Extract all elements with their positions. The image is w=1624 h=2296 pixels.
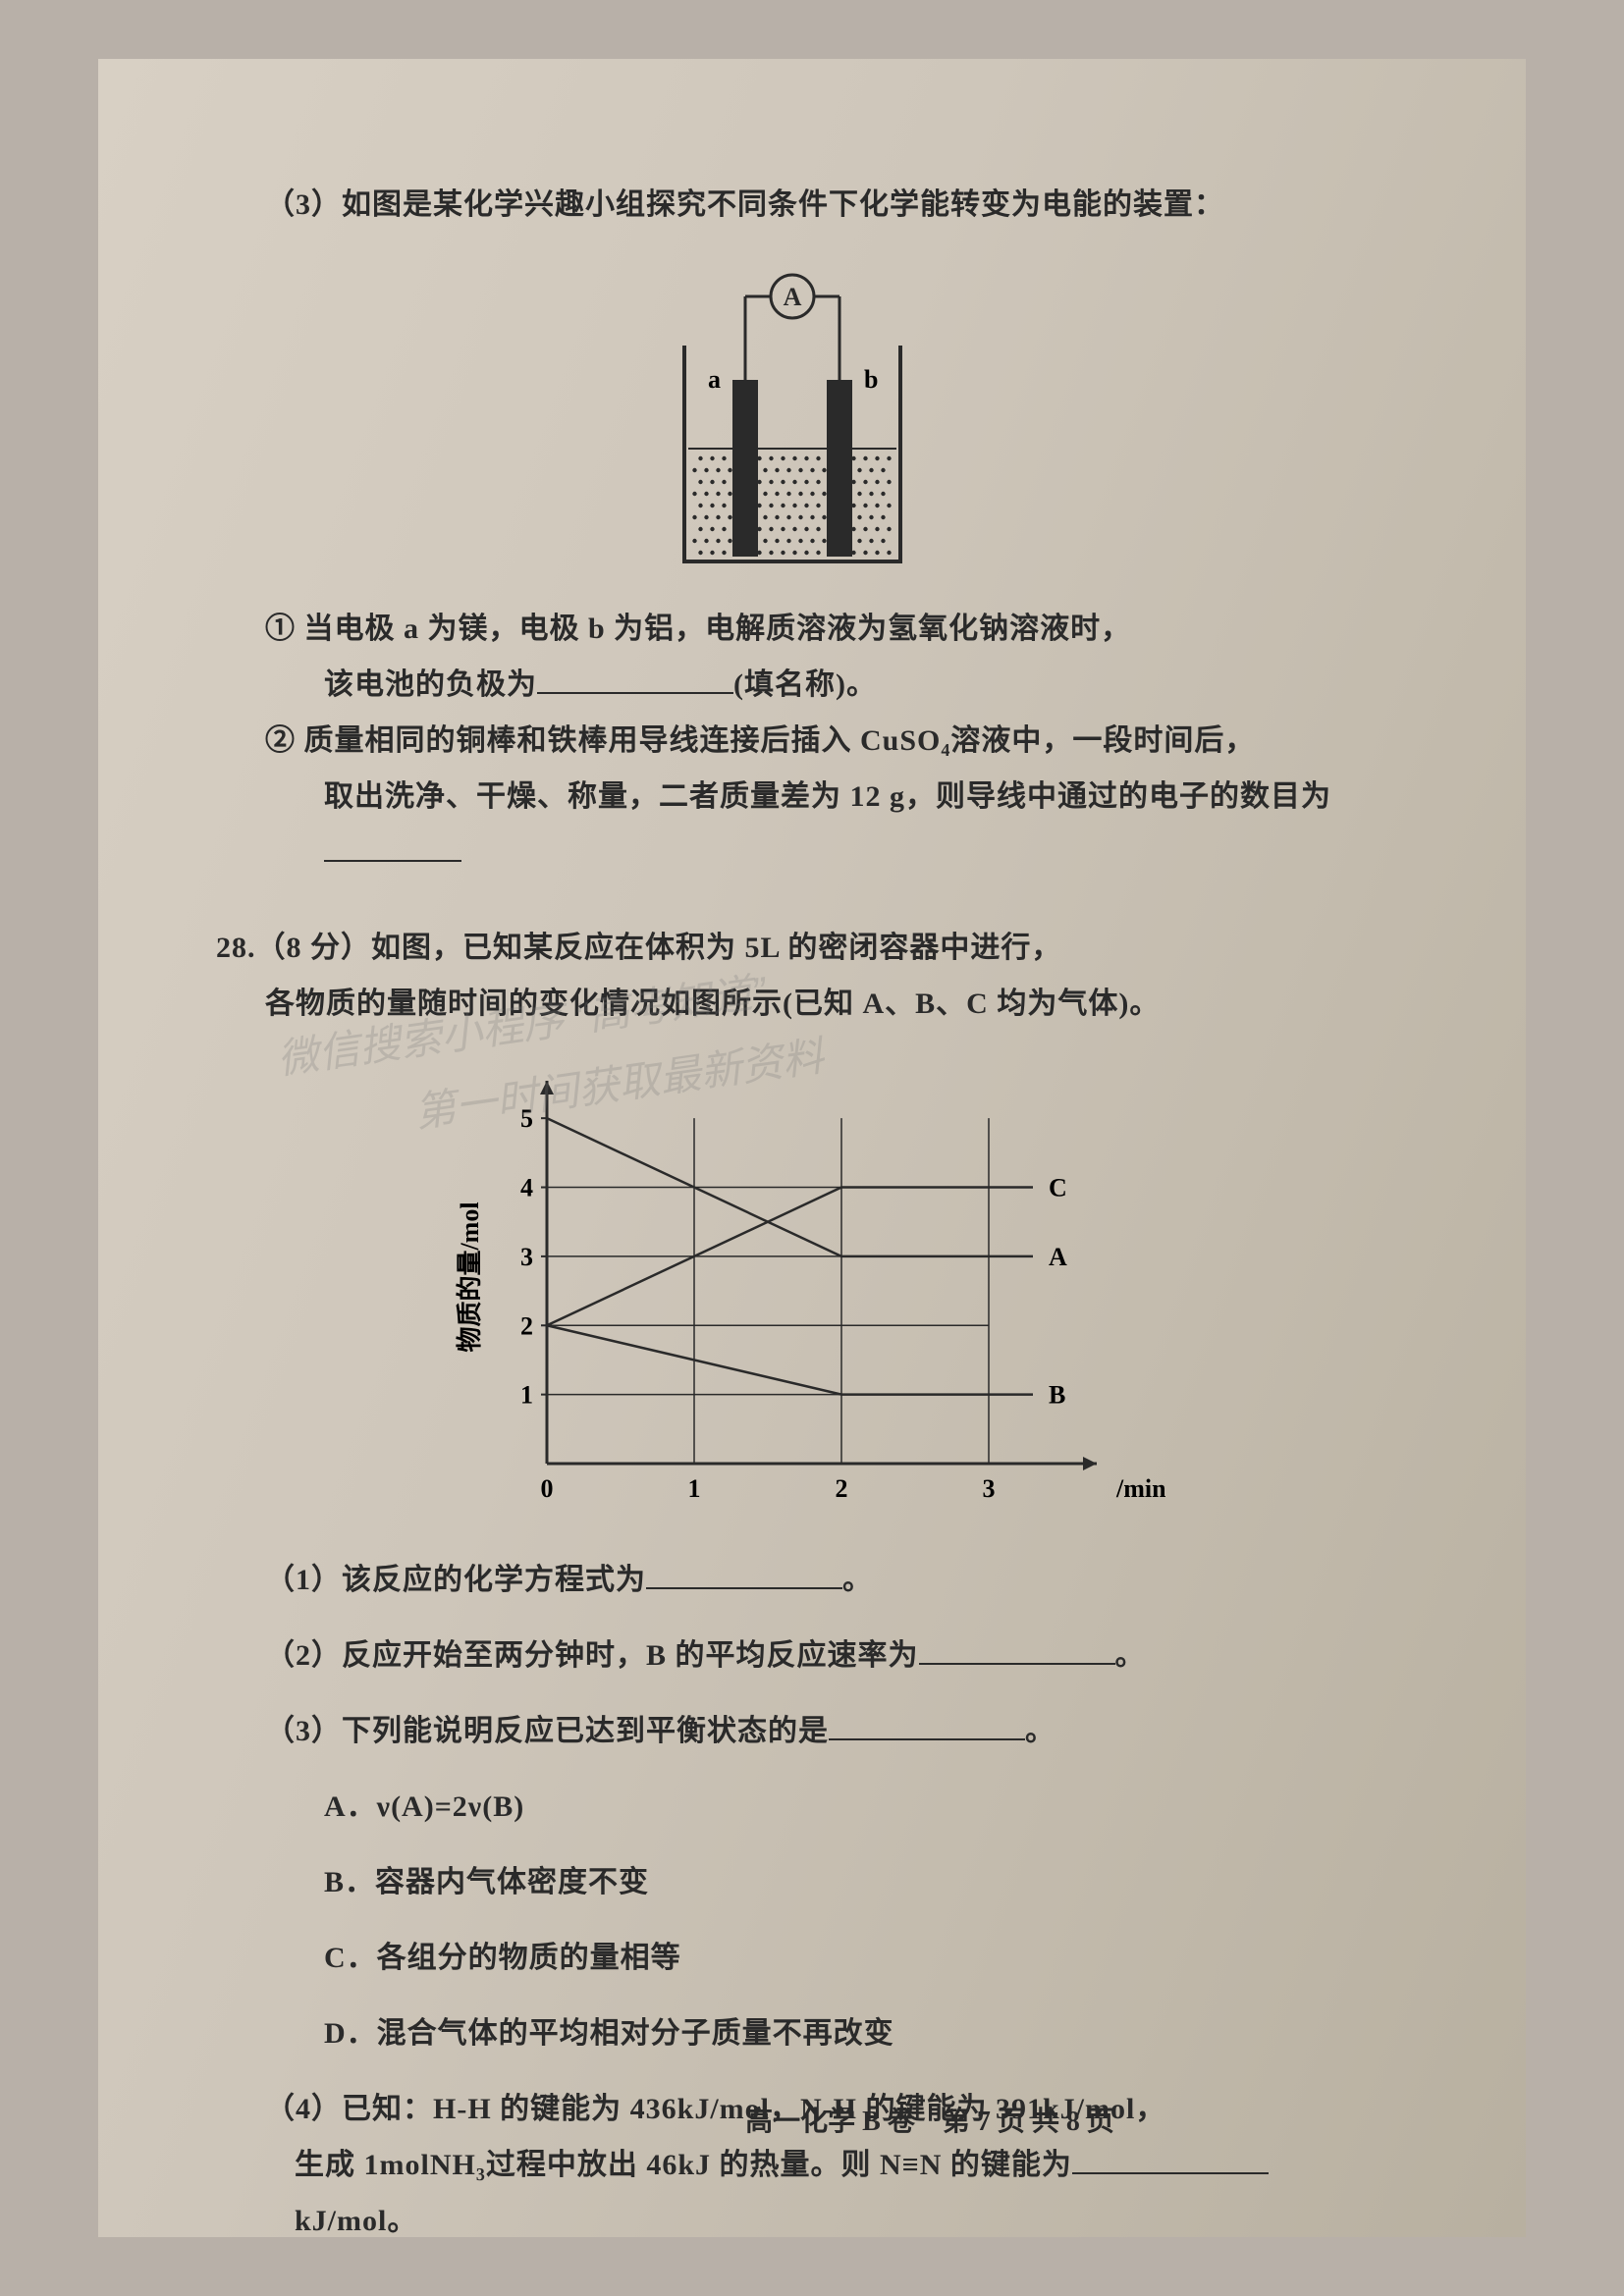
svg-text:2: 2: [520, 1311, 533, 1340]
blank: [919, 1632, 1115, 1665]
q27-sub2-blank: [324, 825, 1369, 881]
svg-text:3: 3: [983, 1474, 996, 1503]
svg-text:A: A: [784, 283, 802, 311]
q28-p2: （2）反应开始至两分钟时，B 的平均反应速率为 。: [265, 1628, 1369, 1683]
blank: [324, 829, 461, 862]
blank: [537, 662, 733, 694]
q27-sub2-line1: ② 质量相同的铜棒和铁棒用导线连接后插入 CuSO₄溶液中，一段时间后，: [265, 713, 1369, 769]
q28-p1: （1）该反应的化学方程式为 。: [265, 1552, 1369, 1608]
electrochemistry-diagram: Aa b: [216, 257, 1369, 571]
q27-sub1-after: (填名称)。: [733, 668, 877, 701]
p3-before: （3）下列能说明反应已达到平衡状态的是: [265, 1715, 829, 1747]
q27-sub1-line1: ① 当电极 a 为镁，电极 b 为铝，电解质溶液为氢氧化钠溶液时，: [265, 601, 1369, 657]
q28-p3: （3）下列能说明反应已达到平衡状态的是 。: [265, 1703, 1369, 1759]
q28-chart-svg: 0 1 2 3 1 2 3 4 5/min 物质的量/mol A B C: [419, 1061, 1165, 1513]
svg-text:5: 5: [520, 1104, 533, 1133]
p1-after: 。: [842, 1564, 873, 1596]
p2-before: （2）反应开始至两分钟时，B 的平均反应速率为: [265, 1639, 919, 1672]
svg-text:3: 3: [520, 1243, 533, 1271]
blank: [1072, 2142, 1269, 2174]
q28-optA: A．ν(A)=2ν(B): [324, 1779, 1369, 1835]
blank: [646, 1557, 842, 1589]
q28-chart-wrap: 微信搜索小程序 “高考知道” 第一时间获取最新资料 012312345/min物…: [216, 1061, 1369, 1513]
q28-optB: B．容器内气体密度不变: [324, 1854, 1369, 1910]
p3-after: 。: [1025, 1715, 1056, 1747]
q27-sub2-line2: 取出洗净、干燥、称量，二者质量差为 12 g，则导线中通过的电子的数目为: [324, 769, 1369, 825]
svg-text:0: 0: [541, 1474, 554, 1503]
svg-text:物质的量/mol: 物质的量/mol: [455, 1201, 484, 1352]
q28-p4-line2: 生成 1molNH₃过程中放出 46kJ 的热量。则 N≡N 的键能为 kJ/mo…: [295, 2137, 1369, 2249]
svg-text:/min: /min: [1115, 1474, 1165, 1503]
svg-text:b: b: [864, 365, 878, 394]
galvanic-cell-svg: Aa b: [635, 257, 949, 571]
q27-sub1-before: 该电池的负极为: [324, 668, 537, 701]
svg-text:C: C: [1049, 1174, 1067, 1202]
svg-text:a: a: [708, 365, 721, 394]
svg-text:1: 1: [688, 1474, 701, 1503]
p4-before: 生成 1molNH₃过程中放出 46kJ 的热量。则 N≡N 的键能为: [295, 2149, 1072, 2181]
q28-optC: C．各组分的物质的量相等: [324, 1930, 1369, 1986]
svg-text:2: 2: [836, 1474, 848, 1503]
q28-optD: D．混合气体的平均相对分子质量不再改变: [324, 2005, 1369, 2061]
q27-sub1-line2: 该电池的负极为 (填名称)。: [324, 657, 1369, 713]
svg-text:A: A: [1049, 1243, 1067, 1271]
q28-header: 28.（8 分）如图，已知某反应在体积为 5L 的密闭容器中进行，: [216, 920, 1369, 976]
p4-after: kJ/mol。: [295, 2205, 417, 2237]
page: （3）如图是某化学兴趣小组探究不同条件下化学能转变为电能的装置： Aa b ① 当…: [98, 59, 1526, 2237]
q27-part3-intro: （3）如图是某化学兴趣小组探究不同条件下化学能转变为电能的装置：: [265, 177, 1369, 233]
page-footer: 高一化学 B 卷 第 7 页 共 8 页: [216, 2100, 1624, 2139]
blank: [829, 1708, 1025, 1740]
svg-text:B: B: [1049, 1381, 1065, 1410]
svg-text:1: 1: [520, 1381, 533, 1410]
svg-text:4: 4: [520, 1174, 533, 1202]
p1-before: （1）该反应的化学方程式为: [265, 1564, 646, 1596]
p2-after: 。: [1115, 1639, 1146, 1672]
q28-header2: 各物质的量随时间的变化情况如图所示(已知 A、B、C 均为气体)。: [265, 976, 1369, 1032]
